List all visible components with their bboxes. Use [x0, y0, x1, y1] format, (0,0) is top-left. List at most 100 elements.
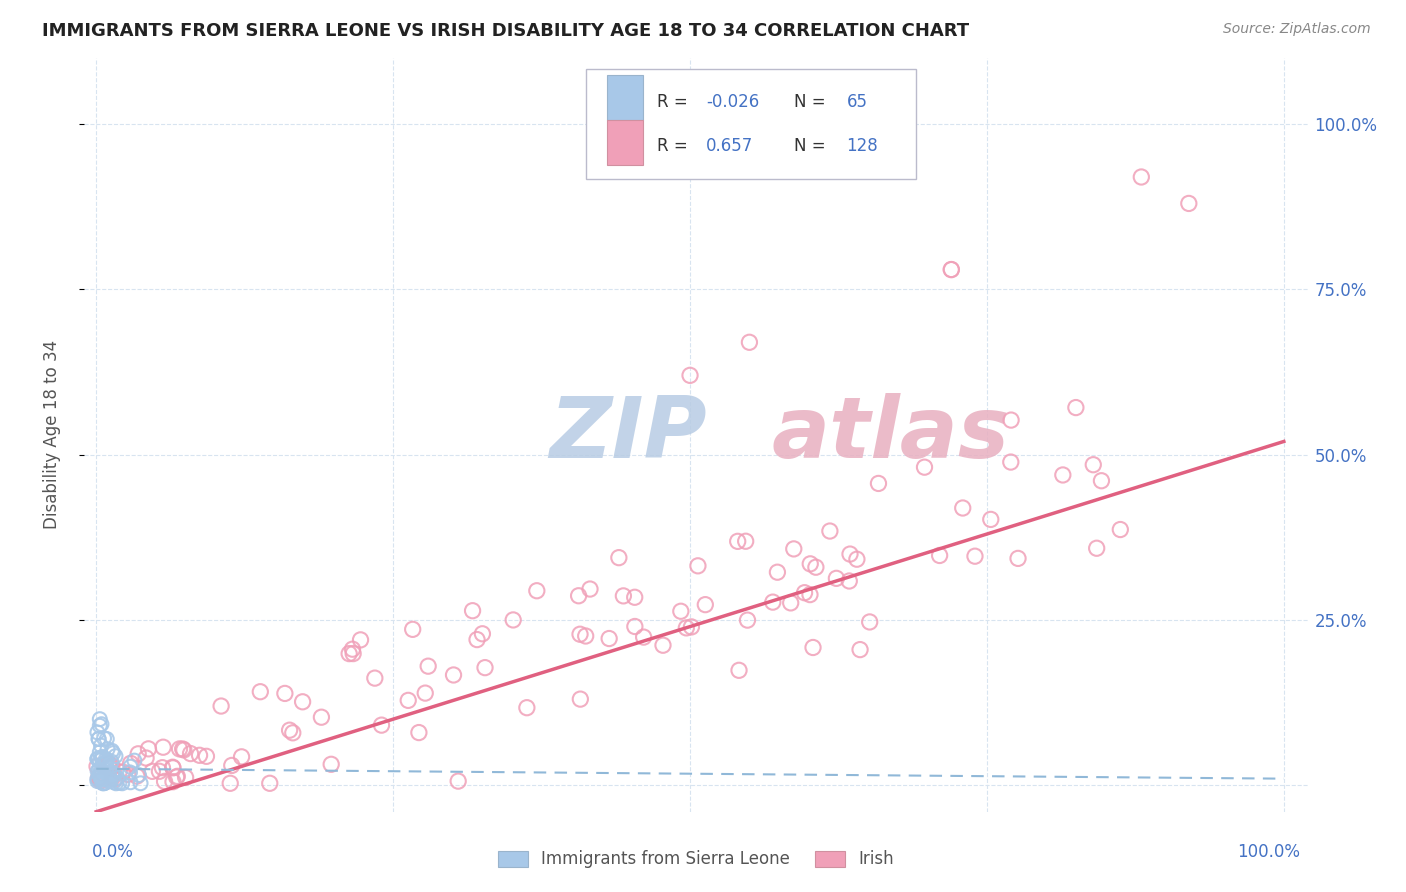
Point — [105, 776, 128, 790]
Point — [96, 753, 118, 767]
Point — [93, 776, 115, 790]
Point — [274, 686, 297, 700]
Point — [91, 757, 114, 772]
Point — [568, 589, 591, 603]
Point — [100, 755, 122, 769]
Point — [762, 595, 785, 609]
Point — [569, 627, 592, 641]
Point — [695, 598, 717, 612]
Point — [152, 761, 174, 775]
Point — [188, 748, 211, 763]
Point — [87, 771, 110, 785]
Point — [94, 772, 117, 787]
Point — [90, 768, 112, 782]
Point — [408, 725, 430, 739]
Point — [91, 776, 114, 790]
Point — [579, 582, 602, 596]
Point — [952, 501, 974, 516]
Point — [461, 604, 484, 618]
Point — [103, 775, 125, 789]
Point — [162, 760, 184, 774]
Point — [166, 770, 188, 784]
Point — [101, 768, 124, 782]
Point — [849, 642, 872, 657]
Point — [108, 764, 131, 779]
Point — [259, 776, 281, 790]
Point — [801, 640, 824, 655]
Point — [87, 763, 110, 777]
Point — [91, 760, 114, 774]
Point — [728, 663, 751, 677]
Point — [103, 746, 125, 760]
Point — [87, 731, 110, 746]
Point — [93, 776, 115, 790]
Point — [166, 769, 188, 783]
Point — [90, 750, 112, 764]
Point — [94, 775, 117, 789]
Point — [135, 751, 157, 765]
Point — [89, 712, 111, 726]
Point — [89, 745, 111, 759]
Point — [91, 772, 114, 786]
Point — [471, 627, 494, 641]
Point — [127, 747, 149, 761]
Point — [737, 613, 759, 627]
Point — [90, 717, 112, 731]
Point — [103, 768, 125, 782]
Point — [128, 768, 150, 782]
Point — [90, 739, 112, 753]
Point — [396, 693, 419, 707]
Point — [94, 756, 117, 771]
Point — [1083, 458, 1105, 472]
Point — [679, 368, 702, 383]
Point — [101, 744, 124, 758]
Point — [349, 632, 371, 647]
FancyBboxPatch shape — [586, 70, 917, 178]
Point — [669, 604, 692, 618]
Point — [104, 749, 127, 764]
Point — [120, 775, 142, 789]
Point — [1000, 413, 1022, 427]
Point — [418, 659, 440, 673]
Point — [364, 671, 387, 685]
Point — [914, 460, 936, 475]
Point — [575, 629, 598, 643]
Point — [278, 723, 301, 738]
Point — [91, 749, 114, 764]
Point — [1090, 474, 1112, 488]
Point — [221, 758, 243, 772]
Point — [321, 757, 343, 772]
Point — [172, 742, 194, 756]
Point — [86, 764, 108, 779]
Point — [793, 585, 815, 599]
Text: 128: 128 — [846, 137, 879, 155]
Point — [148, 764, 170, 779]
Point — [859, 615, 882, 629]
Text: 100.0%: 100.0% — [1237, 843, 1301, 861]
Point — [104, 772, 127, 786]
Point — [86, 759, 108, 773]
Point — [502, 613, 524, 627]
Point — [86, 752, 108, 766]
Point — [97, 769, 120, 783]
Point — [89, 719, 111, 733]
Point — [90, 763, 112, 777]
Point — [818, 524, 841, 538]
Point — [569, 692, 592, 706]
Point — [195, 749, 218, 764]
Text: R =: R = — [657, 93, 693, 111]
Point — [96, 731, 118, 746]
Point — [686, 558, 709, 573]
Point — [766, 565, 789, 579]
Point — [94, 752, 117, 766]
Point — [120, 756, 142, 771]
Point — [928, 549, 950, 563]
Point — [443, 668, 465, 682]
Point — [799, 588, 821, 602]
Point — [93, 731, 115, 746]
Point — [868, 476, 890, 491]
Point — [845, 552, 868, 566]
Point — [675, 621, 697, 635]
Point — [118, 765, 141, 780]
Point — [311, 710, 333, 724]
